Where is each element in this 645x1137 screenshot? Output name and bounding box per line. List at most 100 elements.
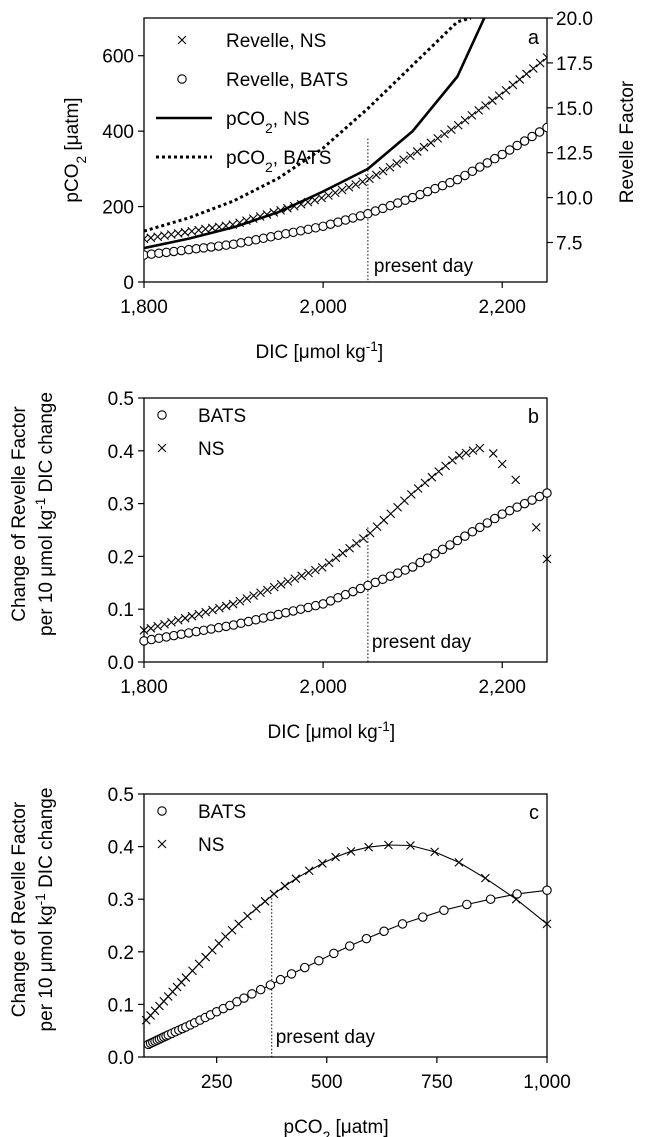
panel-a-y-left-tick-label: 200 [102, 198, 134, 219]
panel-b-point-ns [427, 472, 437, 482]
panel-a-point-revelle-ns [481, 101, 490, 110]
panel-c-y-axis-label-line2-part: μ [36, 961, 57, 972]
panel-b-point-ns [531, 522, 541, 532]
panel-a-point-revelle-ns [440, 129, 449, 139]
panel-c-point-ns [291, 874, 301, 884]
panel-a-y-right-tick-label: 10.0 [556, 189, 593, 210]
panel-c-point-ns [260, 896, 270, 906]
panel-c-point-bats [397, 919, 408, 929]
panel-a-legend-label-part: pCO [226, 109, 265, 130]
panel-c-point-ns [542, 919, 552, 929]
panel-a-point-revelle-ns [406, 151, 415, 161]
panel-b-point-ns [324, 558, 334, 568]
panel-a-point-revelle-ns [303, 197, 313, 207]
panel-a: 1,800 2,000 2,200 0 200 400 600 7.5 10.0 12.5 15.0… [62, 9, 638, 363]
panel-a-y-left-axis-label: pCO2 [μatm] [62, 97, 89, 202]
panel-b-point-ns [256, 588, 265, 598]
panel-a-y-right-tick-label: 15.0 [556, 99, 593, 120]
panel-b-point-bats [482, 518, 493, 528]
panel-a-point-revelle-ns [358, 177, 367, 187]
panel-c-y-tick-label: 0.0 [108, 1048, 134, 1069]
panel-b-point-ns [297, 571, 307, 581]
panel-a-x-axis-label-part: μ [299, 342, 310, 363]
panel-a-point-revelle-ns [276, 205, 285, 215]
panel-c-y-axis-label-line2-part: DIC change [36, 788, 57, 894]
panel-a-point-revelle-ns [433, 134, 443, 143]
panel-a-y-right-tick-label: 17.5 [556, 54, 593, 75]
panel-c-letter: c [529, 802, 539, 824]
panel-b-point-ns [194, 609, 204, 619]
panel-a-point-revelle-ns [317, 193, 326, 203]
panel-b-point-ns [187, 611, 197, 621]
panel-b-point-ns [215, 603, 224, 613]
panel-c-x-axis-label-part: 2 [323, 1129, 331, 1137]
panel-a-point-revelle-ns [453, 120, 463, 130]
panel-c-point-ns [201, 952, 211, 962]
panel-a-y-left-tick-label: 0 [123, 273, 134, 294]
panel-a-point-revelle-ns [528, 64, 538, 73]
panel-a-legend-marker [177, 74, 187, 84]
panel-c-y-tick-label: 0.4 [108, 838, 135, 859]
panel-b-legend-marker [157, 443, 167, 453]
panel-b-x-axis-label: DIC [μmol kg-1] [268, 719, 396, 744]
panel-c-plot-frame [143, 793, 548, 1058]
panel-c-point-ns [194, 959, 204, 969]
panel-a-y-left-axis-label-part: [ [62, 145, 83, 156]
panel-a-point-revelle-bats [490, 153, 500, 164]
panel-a-point-revelle-ns [235, 218, 245, 228]
panel-a-legend-label: pCO2, BATS [226, 148, 331, 175]
panel-b-point-ns [283, 577, 293, 586]
panel-a-x-tick-label: 1,800 [120, 297, 168, 318]
panel-c-x-tick-label: 500 [311, 1072, 343, 1093]
panel-b-point-ns [173, 615, 183, 625]
panel-a-point-revelle-bats [519, 136, 530, 146]
panel-c-point-ns [251, 904, 261, 914]
panel-c-point-bats [314, 955, 324, 966]
panel-b-point-bats [415, 557, 425, 568]
panel-a-legend-label-part: 2 [265, 121, 273, 136]
panel-c-point-bats [439, 905, 449, 915]
panel-a-point-revelle-bats [460, 170, 470, 181]
panel-a-point-revelle-ns [330, 188, 340, 198]
panel-c-legend-label: BATS [198, 802, 246, 823]
panel-a-legend-label-part: , BATS [273, 148, 332, 169]
panel-b-point-bats [475, 522, 485, 533]
panel-a-y-left-axis-label-part: μ [62, 134, 83, 145]
panel-b-y-tick-label: 0.5 [108, 389, 134, 410]
panel-a-legend-label: Revelle, NS [226, 31, 326, 52]
panel-b-y-tick-label: 0.3 [108, 495, 134, 516]
panel-c-point-ns [364, 842, 374, 852]
panel-a-legend-label-part: Revelle, BATS [226, 70, 348, 91]
panel-b-point-ns [249, 591, 259, 601]
panel-b-point-ns [290, 574, 300, 584]
panel-b-legend-marker [157, 410, 167, 420]
panel-b-x-axis-label-part: ] [390, 722, 395, 743]
panel-b-y-axis-label-line2-part: -1 [33, 498, 48, 510]
panel-b-letter: b [528, 406, 539, 428]
panel-c-line-bats [148, 889, 548, 1045]
panel-b-point-ns [413, 484, 423, 493]
panel-c-legend-marker [157, 839, 167, 849]
panel-b-y-tick-label: 0.2 [108, 547, 134, 568]
panel-c-legend: BATS NS [157, 802, 246, 856]
panel-a-point-revelle-ns [522, 69, 531, 79]
panel-a-point-revelle-ns [351, 180, 361, 189]
panel-b-point-ns [304, 568, 313, 578]
panel-a-point-revelle-ns [365, 174, 374, 184]
panel-b-y-axis-label-line2-part: mol kg [36, 510, 57, 566]
panel-b-y-axis-label-line2-part: μ [36, 566, 57, 577]
panel-b-point-bats [437, 544, 448, 555]
panel-a-point-revelle-ns [371, 170, 381, 180]
panel-b-point-bats [422, 553, 433, 563]
panel-a-point-revelle-ns [242, 216, 251, 226]
panel-b-point-ns [235, 596, 245, 606]
panel-b-y-axis-label-line2-part: per 10 [36, 577, 57, 636]
panel-c-point-ns [280, 881, 290, 891]
panel-c-legend-label: NS [198, 835, 224, 856]
panel-c-y-tick-label: 0.2 [108, 943, 134, 964]
panel-b-point-bats [534, 491, 545, 502]
panel-b-point-bats [504, 505, 515, 516]
panel-a-point-revelle-ns [535, 58, 545, 68]
